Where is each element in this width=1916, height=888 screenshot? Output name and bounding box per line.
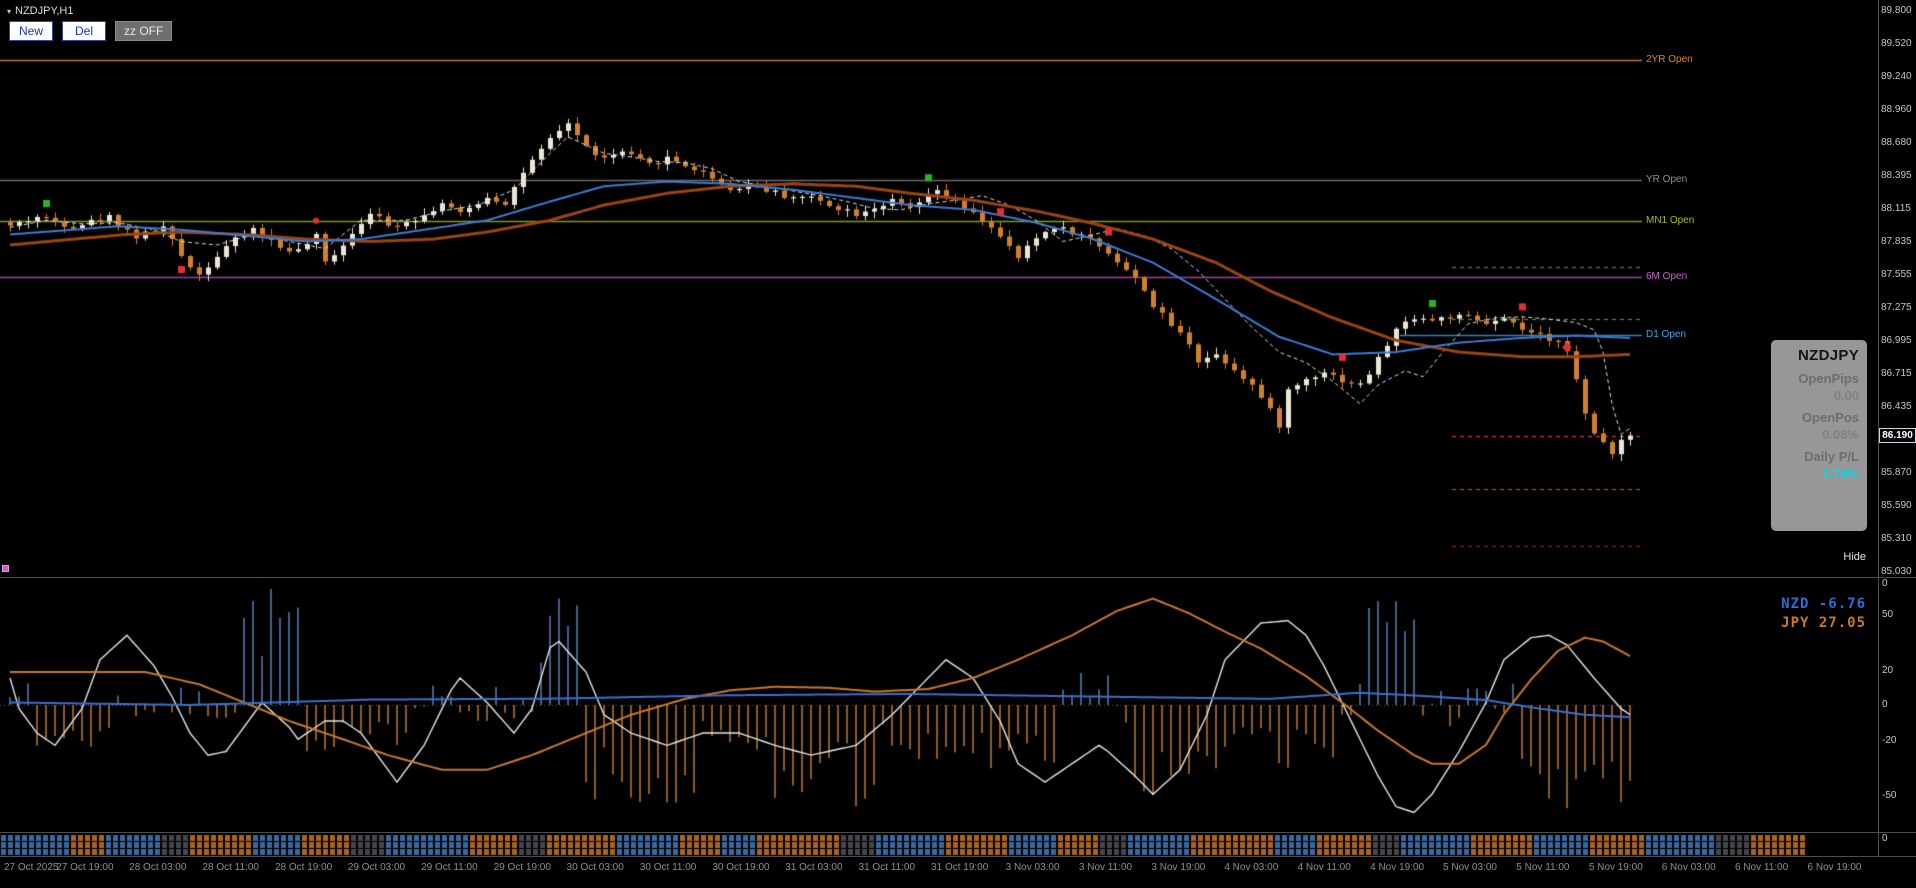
time-label: 4 Nov 03:00 bbox=[1224, 862, 1279, 873]
open-pos-label: OpenPos bbox=[1801, 410, 1859, 425]
time-label: 31 Oct 03:00 bbox=[785, 862, 843, 873]
strip-axis-separator bbox=[0, 856, 1916, 857]
indicator-scale-label: 0 bbox=[1882, 833, 1888, 844]
price-scale-label: 88.395 bbox=[1881, 170, 1912, 182]
price-scale-label: 86.435 bbox=[1881, 400, 1912, 412]
indicator-strip-separator[interactable] bbox=[0, 832, 1916, 833]
price-scale-label: 85.310 bbox=[1881, 533, 1912, 545]
price-chart-canvas[interactable] bbox=[0, 0, 1878, 578]
time-label: 4 Nov 11:00 bbox=[1297, 862, 1351, 873]
account-info-panel: NZDJPY OpenPips 0.00 OpenPos 0.08% Daily… bbox=[1771, 340, 1867, 531]
price-scale-label: 89.240 bbox=[1881, 70, 1912, 82]
time-label: 27 Oct 19:00 bbox=[56, 862, 114, 873]
open-pos-value: 0.08% bbox=[1822, 427, 1859, 442]
time-label: 5 Nov 19:00 bbox=[1588, 862, 1643, 873]
symbol-label: NZDJPY,H1 bbox=[15, 5, 74, 17]
oscillator-indicator-canvas[interactable] bbox=[0, 578, 1878, 832]
current-price-badge: 86.190 bbox=[1879, 427, 1916, 443]
time-label: 31 Oct 11:00 bbox=[858, 862, 916, 873]
price-scale-label: 87.275 bbox=[1881, 301, 1912, 313]
daily-pl-value: 1.79% bbox=[1822, 466, 1859, 481]
time-label: 29 Oct 11:00 bbox=[421, 862, 478, 873]
indicator-scale-label: -20 bbox=[1882, 735, 1897, 746]
indicator-scale-label: 0 bbox=[1882, 578, 1888, 589]
price-scale-label: 85.870 bbox=[1881, 467, 1912, 479]
level-label: 2YR Open bbox=[1646, 53, 1693, 65]
time-label: 27 Oct 2025 bbox=[4, 862, 59, 873]
price-scale-label: 86.995 bbox=[1881, 334, 1912, 346]
price-scale-label: 87.555 bbox=[1881, 269, 1912, 280]
price-scale-label: 88.960 bbox=[1881, 103, 1912, 115]
indicator-scale-label: 50 bbox=[1882, 609, 1894, 620]
level-label: MN1 Open bbox=[1646, 215, 1695, 227]
time-label: 5 Nov 11:00 bbox=[1516, 862, 1570, 873]
time-label: 6 Nov 11:00 bbox=[1735, 862, 1789, 873]
time-label: 5 Nov 03:00 bbox=[1443, 862, 1497, 873]
time-label: 3 Nov 11:00 bbox=[1078, 862, 1133, 873]
level-label: YR Open bbox=[1646, 173, 1688, 185]
toolbar: New Del zz OFF bbox=[9, 21, 173, 41]
price-scale-label: 89.800 bbox=[1881, 5, 1912, 16]
price-scale-label: 85.030 bbox=[1881, 565, 1912, 577]
price-scale-label: 87.835 bbox=[1881, 236, 1912, 248]
indicator-scale-label: -50 bbox=[1882, 790, 1897, 801]
time-label: 28 Oct 03:00 bbox=[129, 862, 187, 873]
time-label: 3 Nov 03:00 bbox=[1005, 862, 1060, 873]
price-scale-label: 88.680 bbox=[1881, 136, 1912, 148]
indicator-scale-label: 0 bbox=[1882, 699, 1888, 710]
hide-button[interactable]: Hide bbox=[1843, 551, 1866, 563]
time-label: 28 Oct 11:00 bbox=[202, 862, 259, 873]
time-label: 30 Oct 03:00 bbox=[566, 862, 624, 873]
time-axis[interactable]: 27 Oct 2025 27 Oct 19:00 28 Oct 03:00 28 Oc… bbox=[0, 857, 1916, 888]
price-scale-separator bbox=[1878, 0, 1879, 857]
price-scale-label: 89.520 bbox=[1881, 37, 1912, 49]
indicator-legend-nzd: NZD -6.76 bbox=[1781, 596, 1866, 612]
object-anchor-marker[interactable] bbox=[2, 565, 9, 572]
info-panel-symbol: NZDJPY bbox=[1798, 347, 1859, 364]
strength-heatmap-strip bbox=[0, 834, 1878, 856]
dropdown-icon[interactable]: ▾ bbox=[7, 6, 12, 16]
indicator-legend-jpy: JPY 27.05 bbox=[1781, 615, 1866, 631]
open-pips-label: OpenPips bbox=[1798, 371, 1859, 386]
price-scale-label: 85.590 bbox=[1881, 500, 1912, 512]
time-label: 4 Nov 19:00 bbox=[1370, 862, 1425, 873]
symbol-title[interactable]: ▾ NZDJPY,H1 bbox=[7, 5, 74, 17]
price-scale-label: 88.115 bbox=[1881, 203, 1911, 215]
daily-pl-label: Daily P/L bbox=[1804, 449, 1859, 464]
time-label: 28 Oct 19:00 bbox=[274, 862, 333, 873]
time-label: 30 Oct 19:00 bbox=[712, 862, 770, 873]
time-label: 6 Nov 19:00 bbox=[1807, 862, 1862, 873]
time-label: 6 Nov 03:00 bbox=[1661, 862, 1716, 873]
level-label: D1 Open bbox=[1646, 328, 1687, 340]
del-button[interactable]: Del bbox=[62, 21, 106, 41]
chart-indicator-separator[interactable] bbox=[0, 577, 1916, 578]
level-label: 6M Open bbox=[1646, 271, 1688, 283]
time-label: 30 Oct 11:00 bbox=[639, 862, 697, 873]
indicator-scale-label: 20 bbox=[1882, 665, 1894, 676]
new-button[interactable]: New bbox=[9, 21, 53, 41]
price-scale-label: 86.715 bbox=[1881, 367, 1912, 379]
time-label: 3 Nov 19:00 bbox=[1151, 862, 1206, 873]
time-label: 29 Oct 19:00 bbox=[493, 862, 551, 873]
open-pips-value: 0.00 bbox=[1833, 388, 1859, 403]
time-label: 31 Oct 19:00 bbox=[931, 862, 989, 873]
time-label: 29 Oct 03:00 bbox=[347, 862, 406, 873]
zigzag-toggle-button[interactable]: zz OFF bbox=[115, 21, 173, 41]
